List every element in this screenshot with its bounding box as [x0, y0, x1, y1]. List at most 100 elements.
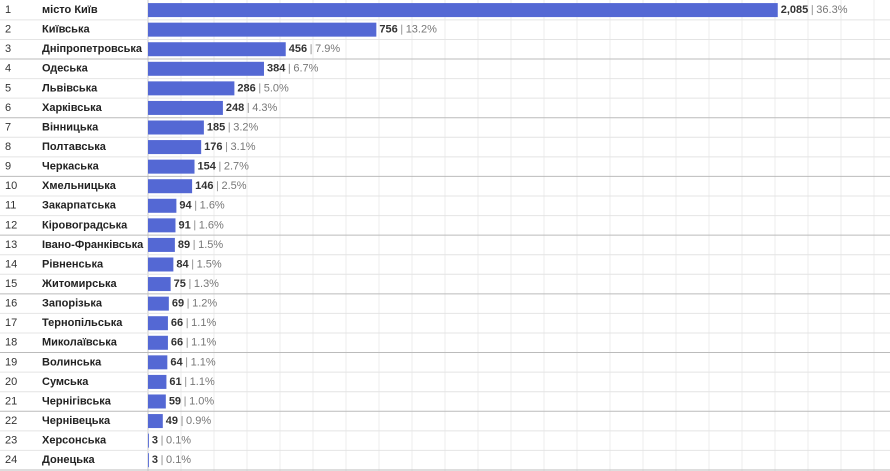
bar [148, 355, 168, 370]
share-label: 1.1% [190, 376, 215, 388]
bar [148, 335, 168, 350]
value-label: 66 [171, 337, 183, 349]
share-label: 1.2% [192, 298, 217, 310]
share-label: 4.3% [252, 102, 277, 114]
region-name: Житомирська [41, 278, 118, 290]
bar [148, 140, 202, 155]
share-label: 1.3% [194, 278, 219, 290]
region-name: Миколаївська [42, 337, 118, 349]
value-label: 89 [178, 239, 190, 251]
region-name: Львівська [42, 82, 98, 94]
value-label: 185 [207, 121, 225, 133]
rank: 15 [5, 278, 17, 290]
value-label: 75 [174, 278, 186, 290]
share-label: 0.1% [166, 435, 191, 447]
region-name: Івано-Франківська [42, 239, 144, 251]
rank: 11 [5, 200, 16, 212]
share-label: 13.2% [406, 24, 437, 36]
bar [148, 433, 149, 448]
bar [148, 120, 204, 135]
rank: 19 [5, 356, 17, 368]
share-label: 1.5% [198, 239, 223, 251]
bar [148, 394, 166, 409]
region-name: місто Київ [42, 4, 98, 16]
bar [148, 100, 223, 115]
value-label: 286 [237, 82, 255, 94]
bar [148, 453, 149, 468]
rank: 24 [5, 454, 17, 466]
rank: 6 [5, 102, 11, 114]
bar [148, 3, 778, 18]
value-label: 756 [379, 24, 397, 36]
rank: 17 [5, 317, 17, 329]
region-name: Закарпатська [42, 200, 117, 212]
region-name: Рівненська [42, 258, 104, 270]
value-label: 3 [152, 454, 158, 466]
rank: 12 [5, 219, 17, 231]
region-name: Черкаська [42, 161, 100, 173]
value-label: 49 [166, 415, 178, 427]
share-label: 1.6% [200, 200, 225, 212]
region-name: Хмельницька [42, 180, 117, 192]
bar [148, 374, 167, 389]
rank: 7 [5, 121, 11, 133]
value-label: 94 [179, 200, 192, 212]
value-label: 91 [178, 219, 190, 231]
rank: 16 [5, 298, 17, 310]
region-name: Полтавська [42, 141, 107, 153]
share-label: 1.5% [197, 258, 222, 270]
region-name: Волинська [42, 356, 102, 368]
value-label: 61 [169, 376, 181, 388]
bar [148, 257, 174, 272]
share-label: 1.1% [191, 356, 216, 368]
region-name: Запорізька [42, 298, 103, 310]
rank: 4 [5, 63, 11, 75]
region-name: Одеська [42, 63, 89, 75]
bar [148, 198, 177, 213]
share-label: 7.9% [315, 43, 340, 55]
rank: 8 [5, 141, 11, 153]
share-label: 36.3% [816, 4, 847, 16]
rank: 23 [5, 435, 17, 447]
rank: 22 [5, 415, 17, 427]
value-label: 2,085 [781, 4, 809, 16]
region-name: Вінницька [42, 121, 99, 133]
rank: 13 [5, 239, 17, 251]
bar [148, 296, 169, 311]
rank: 2 [5, 24, 11, 36]
bar [148, 159, 195, 174]
share-label: 0.9% [186, 415, 211, 427]
bar [148, 22, 377, 37]
rank: 14 [5, 258, 17, 270]
bar [148, 237, 175, 252]
share-label: 0.1% [166, 454, 191, 466]
region-name: Харківська [42, 102, 103, 114]
value-label: 66 [171, 317, 183, 329]
value-label: 456 [289, 43, 307, 55]
value-label: 64 [170, 356, 183, 368]
region-name: Донецька [42, 454, 95, 466]
bar [148, 61, 264, 76]
value-label: 59 [169, 395, 181, 407]
region-name: Чернівецька [42, 415, 111, 427]
rank: 10 [5, 180, 17, 192]
rank: 18 [5, 337, 17, 349]
rank: 3 [5, 43, 11, 55]
share-label: 2.5% [221, 180, 246, 192]
value-label: 69 [172, 298, 184, 310]
share-label: 6.7% [293, 63, 318, 75]
region-name: Сумська [42, 376, 89, 388]
value-label: 3 [152, 435, 158, 447]
rank: 9 [5, 161, 11, 173]
rank: 21 [5, 395, 17, 407]
rank: 1 [5, 4, 11, 16]
bar [148, 316, 168, 331]
share-label: 1.1% [191, 337, 216, 349]
region-name: Херсонська [42, 435, 107, 447]
value-label: 146 [195, 180, 213, 192]
value-label: 176 [204, 141, 222, 153]
rank: 20 [5, 376, 17, 388]
region-name: Кіровоградська [42, 219, 128, 231]
